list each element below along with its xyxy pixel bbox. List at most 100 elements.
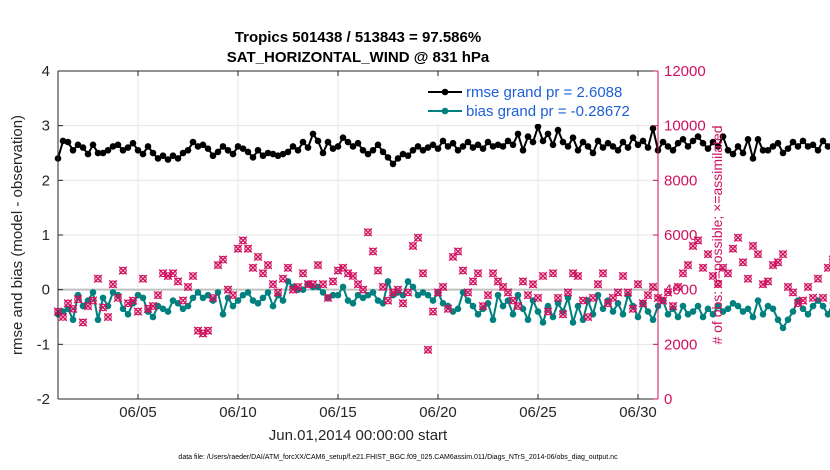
bias-point xyxy=(99,294,107,302)
obs-assimilated-marker xyxy=(743,274,753,284)
obs-possible-marker xyxy=(109,280,117,289)
obs-possible-marker xyxy=(254,253,262,261)
obs-assimilated-marker xyxy=(548,268,558,278)
obs-count-point xyxy=(538,271,548,281)
obs-count-point xyxy=(238,236,248,245)
obs-possible-marker xyxy=(714,280,722,289)
bias-point xyxy=(634,313,642,321)
bias-point xyxy=(784,316,792,324)
obs-count-point xyxy=(573,271,583,281)
obs-count-point xyxy=(463,288,473,297)
obs-assimilated-marker xyxy=(573,271,583,281)
obs-assimilated-marker xyxy=(238,236,248,245)
obs-assimilated-marker xyxy=(503,288,513,297)
obs-possible-marker xyxy=(549,269,557,278)
obs-possible-marker xyxy=(129,296,137,305)
obs-assimilated-marker xyxy=(543,307,553,316)
rmse-point xyxy=(549,141,557,149)
rmse-point xyxy=(704,145,712,152)
obs-possible-marker xyxy=(444,304,452,313)
obs-count-point xyxy=(408,241,418,251)
bias-point xyxy=(344,297,352,304)
obs-possible-marker xyxy=(664,288,672,297)
rmse-point xyxy=(314,137,322,145)
y-axis-right-label: # of obs: o=possible; ×=assimilated xyxy=(709,125,725,344)
obs-possible-marker xyxy=(494,277,502,286)
obs-possible-marker xyxy=(134,307,142,316)
obs-assimilated-marker xyxy=(358,285,368,294)
obs-possible-marker xyxy=(814,274,822,283)
rmse-point xyxy=(389,160,397,168)
rmse-point xyxy=(374,141,382,149)
obs-count-point xyxy=(638,299,648,308)
bias-point xyxy=(534,308,542,315)
bias-point xyxy=(494,291,502,299)
rmse-point xyxy=(199,141,207,149)
rmse-point xyxy=(449,139,457,147)
rmse-point xyxy=(124,144,132,151)
y-right-tick-label: 2000 xyxy=(664,336,697,353)
rmse-point xyxy=(479,145,487,152)
series-layer xyxy=(54,123,830,332)
rmse-point xyxy=(784,145,792,152)
rmse-point xyxy=(439,137,447,145)
obs-possible-marker xyxy=(509,296,517,305)
obs-possible-marker xyxy=(609,294,617,302)
obs-count-point xyxy=(293,282,303,292)
rmse-point xyxy=(759,146,767,154)
rmse-point xyxy=(699,139,707,147)
obs-assimilated-marker xyxy=(163,271,173,281)
obs-assimilated-marker xyxy=(178,296,188,305)
rmse-point xyxy=(94,149,102,157)
rmse-point xyxy=(89,141,97,149)
obs-count-point xyxy=(763,277,773,286)
obs-count-point xyxy=(168,268,178,278)
obs-assimilated-marker xyxy=(128,296,138,305)
rmse-point xyxy=(444,143,452,150)
obs-count-point xyxy=(513,301,523,311)
legend-marker-bias xyxy=(441,107,449,115)
obs-count-point xyxy=(203,326,213,335)
obs-count-point xyxy=(88,296,98,305)
obs-assimilated-marker xyxy=(728,244,738,253)
obs-possible-marker xyxy=(784,283,792,291)
rmse-point xyxy=(164,156,172,163)
obs-possible-marker xyxy=(584,313,592,321)
obs-possible-marker xyxy=(419,269,427,278)
obs-assimilated-marker xyxy=(98,303,108,312)
legend-box xyxy=(424,80,650,124)
obs-possible-marker xyxy=(294,283,302,291)
y-axis-label: rmse and bias (model - observation) xyxy=(9,115,26,355)
obs-assimilated-marker xyxy=(778,249,788,259)
x-tick-label: 06/10 xyxy=(219,404,257,421)
rmse-point xyxy=(749,155,757,162)
obs-possible-marker xyxy=(279,274,287,283)
rmse-point xyxy=(369,146,377,154)
obs-assimilated-marker xyxy=(188,271,198,281)
obs-assimilated-marker xyxy=(253,252,263,262)
bias-point xyxy=(164,308,172,315)
obs-count-point xyxy=(798,296,808,305)
obs-assimilated-marker xyxy=(268,279,278,289)
obs-assimilated-marker xyxy=(143,304,153,314)
obs-assimilated-marker xyxy=(413,233,423,243)
rmse-point xyxy=(64,138,72,146)
obs-count-point xyxy=(298,268,308,278)
bias-point xyxy=(689,308,697,315)
rmse-point xyxy=(614,146,622,154)
rmse-point xyxy=(579,138,587,146)
rmse-point xyxy=(319,149,327,157)
obs-assimilated-marker xyxy=(673,282,683,292)
obs-assimilated-marker xyxy=(323,293,333,303)
obs-assimilated-marker xyxy=(463,288,473,297)
obs-count-point xyxy=(618,271,628,281)
rmse-point xyxy=(509,141,517,149)
obs-count-point xyxy=(578,296,588,305)
obs-count-point xyxy=(703,249,713,259)
rmse-point xyxy=(279,150,287,158)
rmse-point xyxy=(454,146,462,154)
rmse-point xyxy=(554,126,562,134)
rmse-point xyxy=(109,143,117,150)
obs-possible-marker xyxy=(624,288,632,297)
obs-assimilated-marker xyxy=(713,279,723,289)
